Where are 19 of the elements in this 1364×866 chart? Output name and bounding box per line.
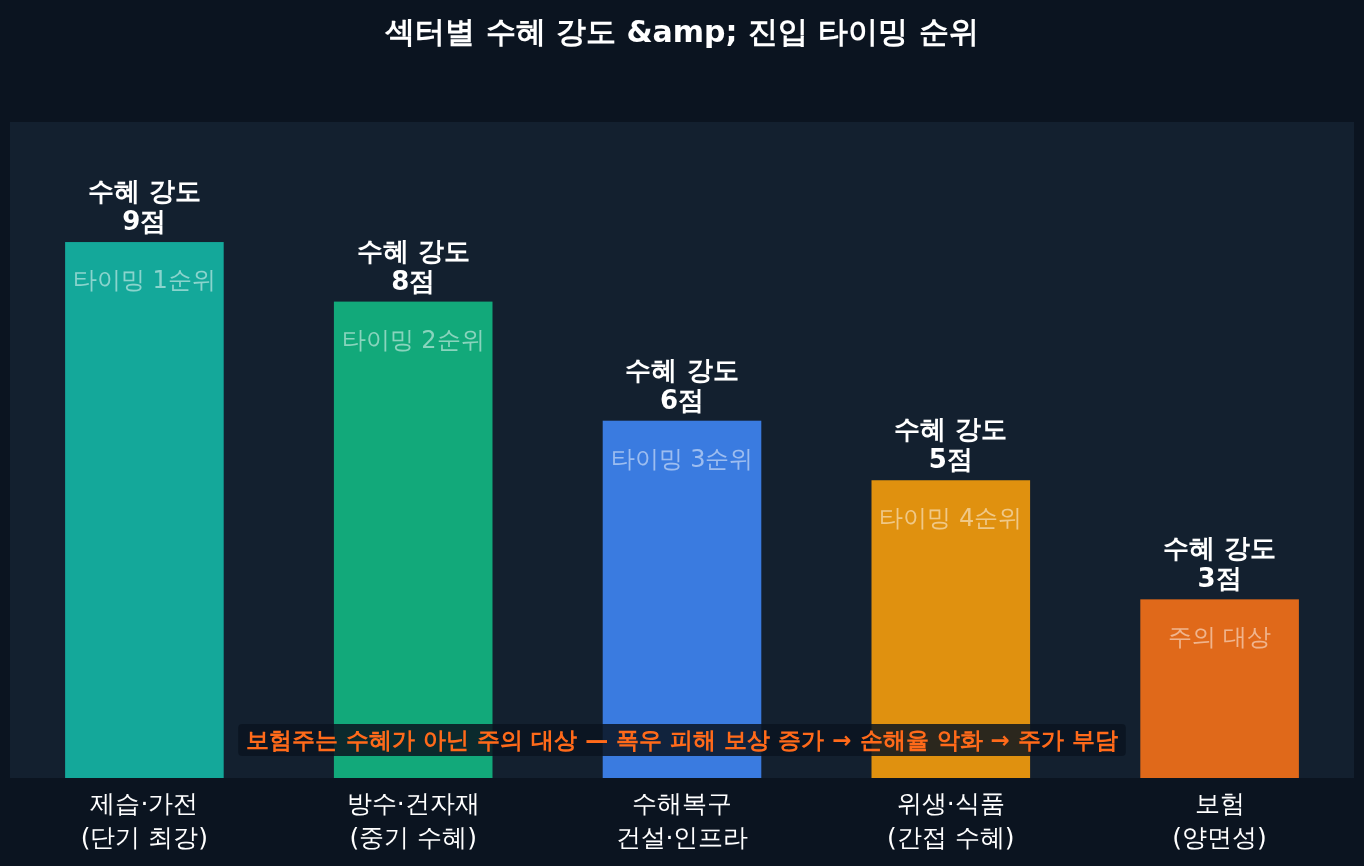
annotation: 주의 대상 <box>1167 623 1272 652</box>
annotation: 타이밍 2순위 <box>341 325 485 354</box>
annotation: 타이밍 3순위 <box>610 444 754 473</box>
x-tick-label: 수해복구 건설·인프라 <box>615 789 749 852</box>
data-label: 수혜 강도 6점 <box>625 354 739 415</box>
x-tick-label: 제습·가전 (단기 최강) <box>80 789 209 852</box>
annotation: 보험주는 수혜가 아닌 주의 대상 — 폭우 피해 보상 증가 → 손해율 악화 → 주가 부담 <box>246 727 1118 753</box>
bar <box>65 242 224 778</box>
x-tick-label: 보험 (양면성) <box>1172 789 1267 852</box>
data-label: 수혜 강도 8점 <box>356 235 470 296</box>
chart-title: 섹터별 수혜 강도 &amp; 진입 타이밍 순위 <box>384 14 979 49</box>
data-label: 수혜 강도 3점 <box>1163 533 1277 594</box>
data-label: 수혜 강도 9점 <box>87 176 201 237</box>
annotation: 타이밍 4순위 <box>879 504 1023 533</box>
x-tick-label: 방수·건자재 (중기 수혜) <box>346 789 480 852</box>
data-label: 수혜 강도 5점 <box>894 414 1008 475</box>
x-tick-label: 위생·식품 (간접 수혜) <box>887 789 1015 852</box>
bar <box>1140 599 1299 778</box>
annotation: 타이밍 1순위 <box>72 266 216 295</box>
